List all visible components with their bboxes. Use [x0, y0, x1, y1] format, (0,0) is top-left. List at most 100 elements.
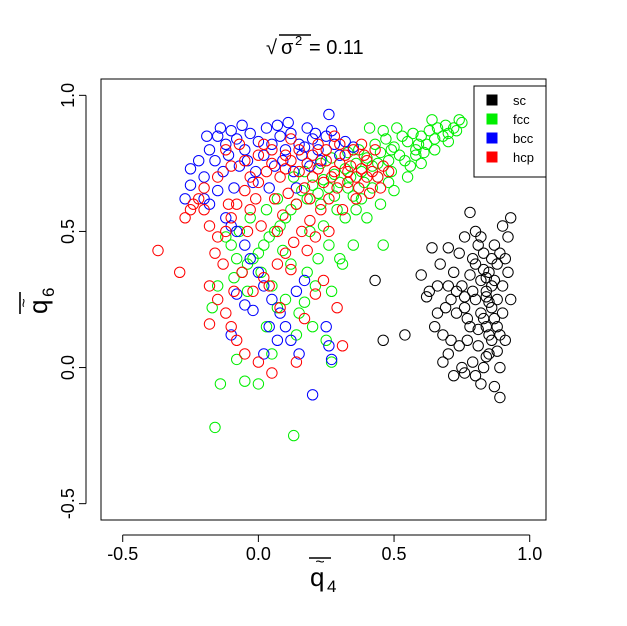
data-point-sc [480, 272, 492, 284]
data-point-hcp [306, 171, 319, 183]
data-point-sc [496, 307, 509, 319]
data-point-fcc [241, 258, 254, 270]
data-point-hcp [323, 225, 335, 238]
data-point-hcp [152, 244, 164, 257]
data-point-hcp [222, 198, 235, 210]
data-point-bcc [244, 127, 256, 140]
data-point-sc [477, 312, 490, 325]
data-point-hcp [369, 144, 381, 156]
data-point-fcc [404, 160, 416, 172]
data-point-bcc [263, 182, 275, 194]
data-point-fcc [347, 239, 359, 251]
data-point-sc [464, 206, 476, 219]
data-point-fcc [231, 353, 243, 366]
data-point-hcp [279, 247, 292, 259]
legend-box [473, 85, 547, 178]
data-point-fcc [312, 253, 324, 265]
data-point-sc [472, 239, 484, 251]
data-point-hcp [258, 272, 270, 284]
data-point-hcp [301, 157, 313, 170]
data-point-fcc [212, 280, 224, 292]
data-point-hcp [361, 171, 373, 183]
data-point-bcc [304, 160, 316, 172]
data-point-bcc [293, 138, 305, 151]
data-point-hcp [293, 165, 305, 178]
data-point-hcp [258, 138, 270, 151]
x-tick-label: 1.0 [517, 544, 542, 564]
x-label-tilde: ~ [315, 554, 324, 571]
chart-title: √ σ 2 = 0.11 [266, 33, 364, 59]
data-point-fcc [366, 182, 378, 194]
data-point-bcc [279, 144, 292, 156]
data-point-fcc [450, 125, 463, 137]
data-point-bcc [271, 334, 284, 346]
data-point-bcc [247, 304, 259, 317]
data-point-hcp [336, 340, 349, 352]
data-point-hcp [350, 193, 362, 205]
data-point-hcp [220, 307, 232, 319]
data-point-fcc [325, 356, 338, 368]
data-point-bcc [274, 307, 286, 319]
data-point-hcp [312, 138, 324, 151]
data-point-sc [461, 334, 473, 346]
data-point-fcc [290, 329, 303, 341]
data-point-sc [475, 307, 487, 319]
legend-swatch-fcc [486, 113, 498, 125]
data-point-hcp [328, 130, 341, 142]
data-point-sc [467, 356, 479, 368]
data-point-sc [483, 296, 495, 308]
data-point-sc [423, 285, 435, 297]
data-point-sc [464, 269, 476, 281]
data-point-sc [486, 253, 498, 265]
data-point-fcc [220, 231, 232, 243]
data-point-hcp [288, 236, 300, 249]
data-point-sc [480, 291, 492, 303]
data-point-hcp [203, 280, 216, 292]
data-point-bcc [325, 125, 338, 137]
data-point-hcp [315, 204, 327, 216]
x-label-sub: 4 [327, 577, 336, 596]
data-point-hcp [274, 171, 286, 183]
data-point-hcp [174, 266, 186, 278]
data-point-hcp [355, 138, 368, 151]
data-point-fcc [320, 334, 332, 346]
data-point-fcc [442, 135, 454, 148]
data-point-hcp [285, 155, 297, 167]
data-point-fcc [429, 133, 441, 145]
data-point-fcc [260, 204, 273, 216]
data-point-sc [505, 212, 517, 224]
series-sc [369, 206, 517, 404]
data-point-sc [434, 258, 446, 270]
data-point-fcc [206, 302, 218, 314]
title-radicand-exponent: 2 [295, 33, 302, 48]
data-point-fcc [228, 272, 240, 284]
data-point-bcc [306, 389, 319, 401]
data-point-fcc [453, 114, 465, 126]
data-point-fcc [279, 293, 292, 306]
data-point-hcp [334, 138, 346, 151]
data-point-fcc [225, 239, 237, 251]
data-point-sc [483, 266, 495, 278]
data-point-hcp [331, 302, 343, 314]
data-point-fcc [266, 348, 278, 360]
data-point-fcc [247, 253, 259, 265]
data-point-fcc [271, 193, 284, 205]
data-point-hcp [277, 209, 289, 221]
data-point-bcc [231, 225, 243, 238]
data-point-sc [491, 258, 503, 270]
data-point-hcp [331, 182, 343, 194]
data-point-hcp [241, 225, 254, 238]
data-point-hcp [306, 149, 319, 161]
data-point-hcp [279, 163, 292, 175]
data-point-fcc [388, 184, 400, 197]
data-point-hcp [296, 225, 308, 238]
data-point-hcp [239, 348, 251, 360]
data-point-fcc [363, 122, 376, 134]
data-point-fcc [410, 149, 422, 161]
data-point-sc [458, 302, 471, 314]
data-point-bcc [285, 334, 297, 346]
data-point-fcc [233, 225, 246, 238]
data-point-fcc [429, 144, 441, 156]
data-point-fcc [231, 253, 243, 265]
legend-swatch-hcp [486, 151, 498, 163]
